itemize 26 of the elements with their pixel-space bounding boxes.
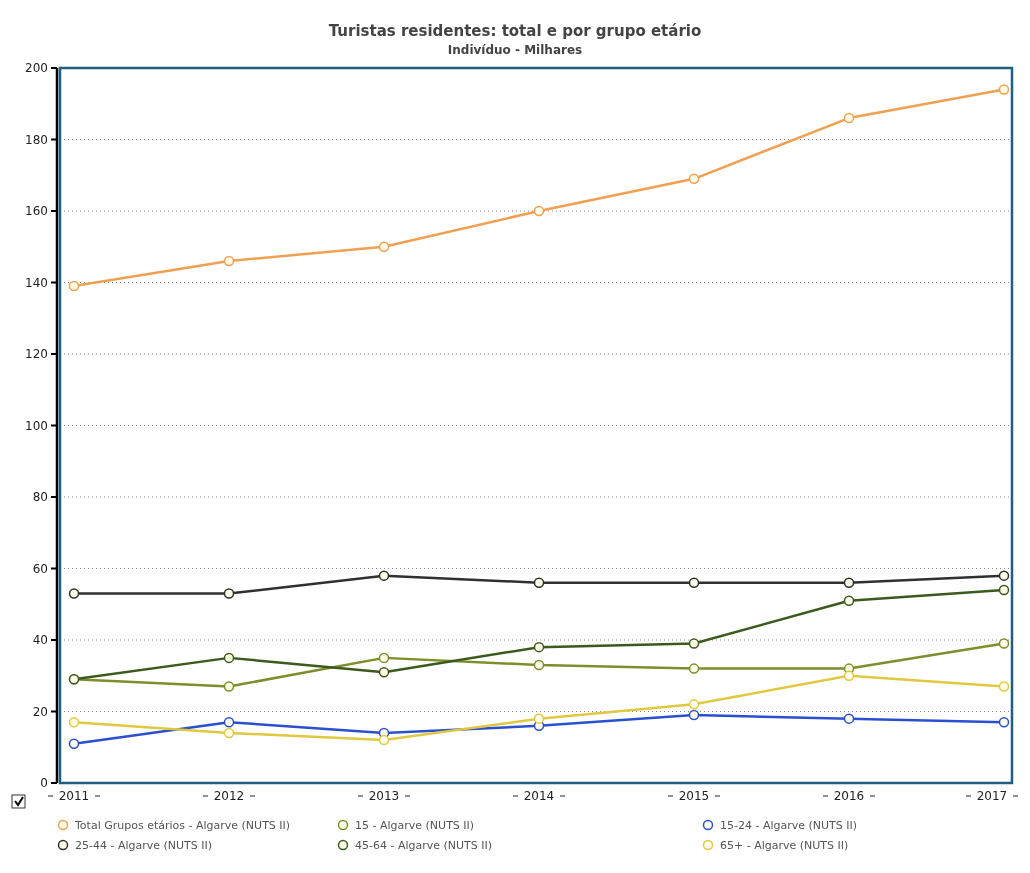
x-tick-label: 2016 <box>833 789 865 803</box>
y-tick-label: 120 <box>25 347 48 361</box>
legend-label: 65+ - Algarve (NUTS II) <box>720 839 849 852</box>
y-tick-label: 80 <box>32 490 48 504</box>
legend-label: 25-44 - Algarve (NUTS II) <box>75 839 213 852</box>
y-tick-label: 200 <box>25 61 48 75</box>
legend-label: 15-24 - Algarve (NUTS II) <box>720 819 858 832</box>
legend-label: Total Grupos etários - Algarve (NUTS II) <box>74 819 291 832</box>
y-tick-label: 100 <box>25 418 48 433</box>
x-tick-label: 2012 <box>213 789 245 803</box>
y-tick-label: 180 <box>25 132 48 147</box>
legend-label: 15 - Algarve (NUTS II) <box>355 819 475 832</box>
x-tick-label: 2011 <box>58 789 90 803</box>
y-tick-label: 60 <box>32 561 48 576</box>
y-tick-label: 140 <box>25 275 48 290</box>
x-tick-label: 2014 <box>523 789 555 803</box>
x-tick-label: 2017 <box>976 789 1008 803</box>
legend-label: 45-64 - Algarve (NUTS II) <box>355 839 493 852</box>
x-tick-label: 2013 <box>368 789 400 803</box>
y-tick-label: 20 <box>32 704 48 719</box>
chart-subtitle: Indivíduo - Milhares <box>447 43 583 57</box>
y-tick-label: 40 <box>32 633 48 647</box>
y-tick-label: 0 <box>40 776 48 790</box>
y-tick-label: 160 <box>25 204 48 218</box>
chart-title: Turistas residentes: total e por grupo etário <box>328 22 702 40</box>
x-tick-label: 2015 <box>678 789 710 803</box>
